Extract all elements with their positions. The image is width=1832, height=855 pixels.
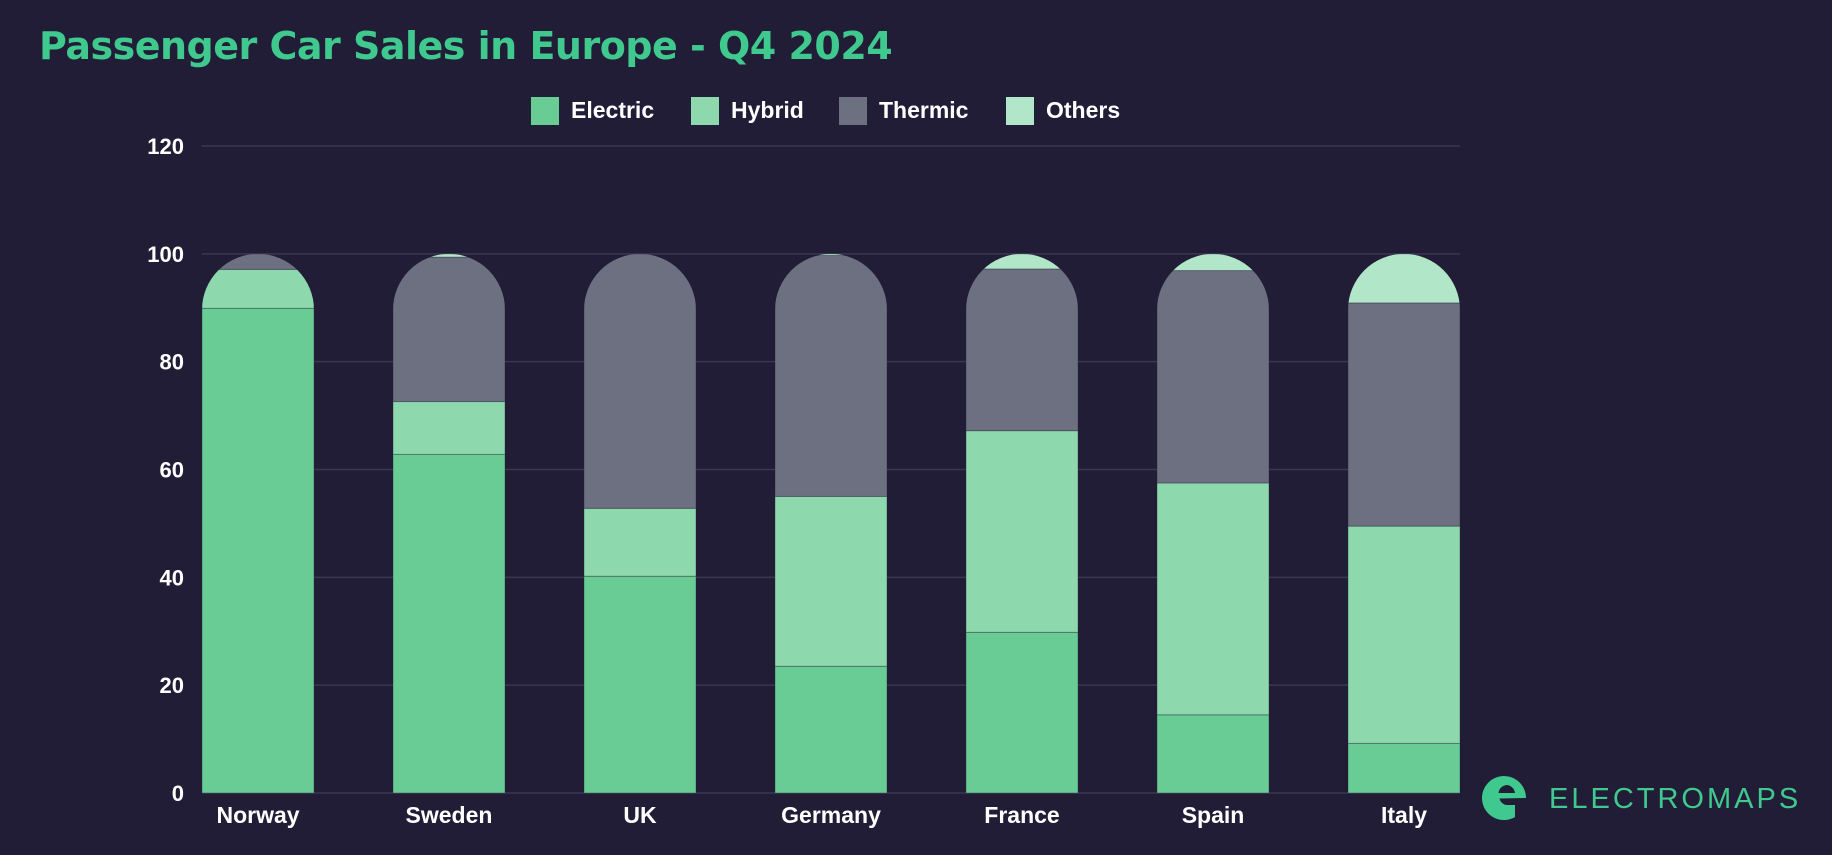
bar-segment-thermic	[966, 268, 1078, 432]
y-tick-label: 100	[147, 242, 184, 267]
bar-stack-uk	[584, 253, 696, 793]
bar-segment-others	[966, 253, 1078, 270]
x-tick-label: Spain	[1182, 802, 1245, 828]
legend-label: Hybrid	[731, 97, 804, 123]
y-tick-label: 0	[172, 781, 184, 806]
bar-segment-hybrid	[1157, 482, 1269, 716]
legend-item-hybrid[interactable]: Hybrid	[691, 97, 804, 125]
legend-label: Thermic	[879, 97, 969, 123]
bar-stack-france	[966, 253, 1078, 793]
y-tick-label: 20	[160, 673, 184, 698]
bars	[202, 253, 1460, 793]
y-tick-label: 120	[147, 134, 184, 159]
brand-logo: ELECTROMAPS	[1476, 770, 1798, 830]
bar-segment-thermic	[775, 254, 887, 497]
legend-swatch	[531, 97, 559, 125]
bar-segment-hybrid	[775, 495, 887, 667]
bar-segment-hybrid	[966, 430, 1078, 633]
bar-segment-electric	[202, 307, 314, 793]
bar-segment-hybrid	[393, 401, 505, 455]
bar-stack-spain	[1157, 253, 1269, 793]
bar-segment-electric	[775, 665, 887, 793]
bar-stack-norway	[202, 253, 314, 793]
bar-segment-electric	[584, 575, 696, 793]
bar-segment-others	[1157, 253, 1269, 272]
chart-title: Passenger Car Sales in Europe - Q4 2024	[39, 24, 893, 68]
legend-swatch	[1006, 97, 1034, 125]
x-tick-label: Italy	[1381, 802, 1427, 828]
bar-segment-thermic	[202, 253, 314, 270]
bar-segment-hybrid	[584, 507, 696, 577]
y-tick-label: 40	[160, 565, 184, 590]
legend-swatch	[839, 97, 867, 125]
x-tick-label: France	[984, 802, 1059, 828]
legend-item-electric[interactable]: Electric	[531, 97, 654, 125]
legend-swatch	[691, 97, 719, 125]
bar-segment-others	[775, 253, 887, 256]
bar-segment-thermic	[1157, 270, 1269, 484]
brand-name: ELECTROMAPS	[1549, 783, 1802, 815]
bar-segment-thermic	[1348, 302, 1460, 527]
bar-segment-others	[1348, 253, 1460, 304]
legend[interactable]: Electric Hybrid Thermic Others	[531, 97, 1120, 125]
legend-label: Others	[1046, 97, 1120, 123]
bar-segment-electric	[393, 453, 505, 793]
bar-stack-italy	[1348, 253, 1460, 793]
bar-segment-hybrid	[1348, 525, 1460, 744]
legend-item-others[interactable]: Others	[1006, 97, 1120, 125]
x-tick-label: Sweden	[406, 802, 493, 828]
bar-segment-electric	[966, 631, 1078, 793]
bar-segment-hybrid	[202, 268, 314, 309]
x-tick-label: UK	[623, 802, 657, 828]
legend-item-thermic[interactable]: Thermic	[839, 97, 969, 125]
y-tick-label: 60	[160, 458, 184, 483]
bar-segment-others	[393, 253, 505, 258]
bar-stack-germany	[775, 253, 887, 793]
x-axis: Norway Sweden UK Germany France Spain Italy	[216, 802, 1427, 828]
bar-segment-electric	[1348, 742, 1460, 793]
electromaps-logo-icon	[1482, 776, 1526, 821]
x-tick-label: Germany	[781, 802, 881, 828]
bar-segment-electric	[1157, 714, 1269, 793]
x-tick-label: Norway	[216, 802, 299, 828]
legend-label: Electric	[571, 97, 654, 123]
bar-segment-thermic	[393, 256, 505, 403]
bar-stack-sweden	[393, 253, 505, 793]
bar-segment-thermic	[584, 253, 696, 509]
y-tick-label: 80	[160, 350, 184, 375]
